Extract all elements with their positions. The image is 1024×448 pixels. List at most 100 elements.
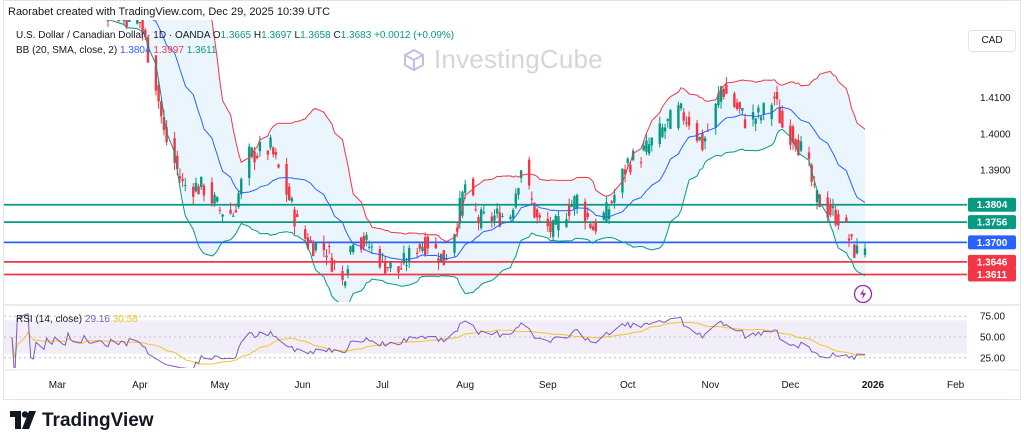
candle[interactable] (647, 137, 651, 156)
candle[interactable] (136, 15, 139, 25)
candle[interactable] (277, 163, 280, 169)
candle[interactable] (61, 0, 63, 5)
candle[interactable] (370, 242, 374, 254)
candle[interactable] (826, 191, 829, 224)
candle[interactable] (754, 117, 757, 132)
candle[interactable] (43, 0, 45, 5)
bb-lower-line[interactable] (12, 0, 866, 306)
candle[interactable] (309, 236, 312, 243)
candle[interactable] (144, 27, 147, 41)
candle[interactable] (490, 212, 494, 228)
candle[interactable] (605, 195, 608, 223)
candle[interactable] (248, 143, 251, 186)
candle[interactable] (666, 118, 669, 128)
candle[interactable] (421, 242, 424, 253)
candle[interactable] (583, 198, 587, 230)
candle[interactable] (117, 17, 120, 22)
candle[interactable] (83, 0, 85, 1)
candle[interactable] (789, 119, 792, 150)
candle[interactable] (455, 222, 459, 238)
candle[interactable] (69, 0, 71, 2)
candle[interactable] (602, 210, 605, 221)
candle[interactable] (535, 207, 539, 224)
candle[interactable] (344, 280, 347, 289)
candle[interactable] (530, 191, 533, 204)
candle[interactable] (458, 191, 462, 229)
candle[interactable] (24, 0, 26, 1)
candle[interactable] (200, 176, 203, 191)
candle[interactable] (687, 111, 691, 130)
candle[interactable] (645, 134, 648, 156)
candle[interactable] (498, 204, 502, 228)
candle[interactable] (423, 232, 427, 257)
candle[interactable] (16, 0, 18, 1)
candle[interactable] (192, 183, 195, 205)
candle[interactable] (573, 195, 576, 216)
candle[interactable] (256, 153, 259, 160)
bb-upper-line[interactable] (12, 0, 866, 243)
rsi-label[interactable]: RSI (14, close) (16, 314, 83, 325)
candle[interactable] (863, 243, 867, 258)
candle[interactable] (549, 216, 552, 238)
candle[interactable] (386, 267, 390, 272)
candle[interactable] (51, 0, 53, 3)
candle[interactable] (378, 245, 382, 270)
candle[interactable] (240, 177, 243, 200)
candle[interactable] (365, 232, 368, 246)
candle[interactable] (184, 177, 187, 192)
candle[interactable] (322, 235, 326, 258)
candle[interactable] (815, 189, 819, 210)
candle[interactable] (591, 221, 595, 231)
candle[interactable] (482, 205, 486, 215)
candle[interactable] (855, 238, 859, 255)
candle[interactable] (445, 254, 448, 261)
candle[interactable] (714, 103, 717, 135)
candle[interactable] (285, 157, 288, 202)
candle[interactable] (794, 138, 797, 152)
bb-basis-line[interactable] (12, 0, 866, 261)
candle[interactable] (407, 245, 411, 268)
candle[interactable] (586, 207, 589, 220)
candle[interactable] (237, 190, 240, 209)
candle[interactable] (594, 218, 597, 235)
currency-button[interactable]: CAD (968, 30, 1016, 52)
candle[interactable] (474, 202, 478, 213)
candle[interactable] (362, 232, 366, 251)
candle[interactable] (160, 100, 163, 124)
candle[interactable] (213, 192, 216, 207)
candle[interactable] (639, 157, 643, 168)
candle[interactable] (829, 198, 832, 218)
candle[interactable] (349, 245, 352, 256)
candle[interactable] (725, 76, 728, 94)
candle[interactable] (106, 9, 110, 27)
candle[interactable] (296, 209, 299, 218)
candle[interactable] (517, 187, 520, 200)
candle[interactable] (778, 99, 781, 124)
candle[interactable] (682, 107, 685, 125)
candle[interactable] (325, 249, 328, 266)
candle[interactable] (607, 204, 611, 225)
candle[interactable] (434, 237, 438, 249)
candle[interactable] (501, 212, 504, 218)
candle[interactable] (554, 213, 557, 225)
candle[interactable] (471, 176, 475, 197)
candle[interactable] (72, 0, 74, 5)
candle[interactable] (623, 164, 627, 183)
candle[interactable] (346, 265, 350, 279)
candle[interactable] (717, 86, 720, 109)
candle[interactable] (154, 55, 158, 96)
candle[interactable] (197, 183, 200, 195)
candle[interactable] (128, 10, 131, 22)
candle[interactable] (359, 236, 363, 253)
candle[interactable] (399, 262, 403, 270)
candle[interactable] (13, 0, 15, 1)
candle[interactable] (269, 134, 272, 151)
candle[interactable] (698, 136, 701, 142)
candle[interactable] (415, 247, 419, 259)
candle[interactable] (216, 196, 219, 203)
candle[interactable] (221, 214, 224, 223)
candle[interactable] (258, 135, 262, 157)
candle[interactable] (328, 241, 331, 255)
candle[interactable] (341, 265, 344, 286)
candle[interactable] (229, 202, 232, 215)
